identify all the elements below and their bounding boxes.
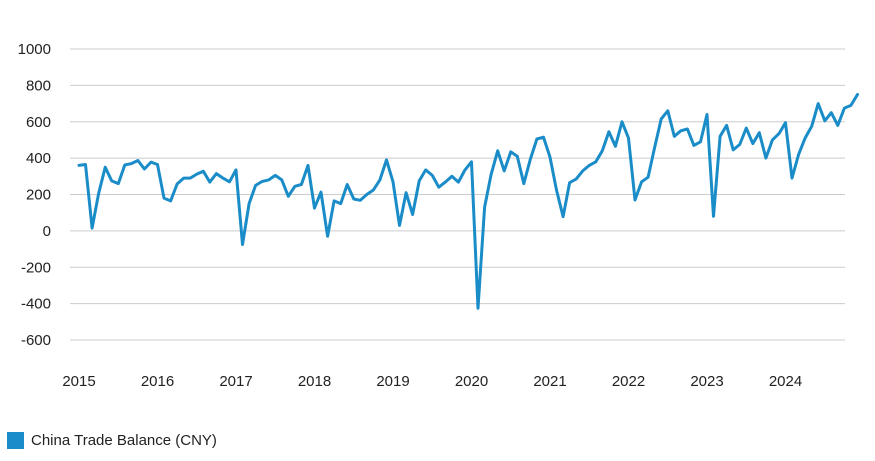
y-tick-label: 0 (43, 223, 51, 240)
x-tick-label: 2018 (298, 373, 331, 390)
y-tick-label: 200 (26, 187, 51, 204)
x-tick-label: 2022 (612, 373, 645, 390)
legend-swatch (7, 432, 24, 449)
x-tick-label: 2017 (219, 373, 252, 390)
y-tick-label: -200 (21, 259, 51, 276)
x-axis-labels: 2015 2016 2017 2018 2019 2020 2021 2022 2023 2024 (62, 373, 802, 390)
y-tick-label: 400 (26, 150, 51, 167)
x-tick-label: 2020 (455, 373, 488, 390)
y-tick-label: -600 (21, 332, 51, 349)
x-tick-label: 2021 (533, 373, 566, 390)
x-tick-label: 2019 (376, 373, 409, 390)
x-tick-label: 2015 (62, 373, 95, 390)
gridlines (70, 48, 845, 341)
x-tick-label: 2023 (690, 373, 723, 390)
x-tick-label: 2024 (769, 373, 802, 390)
y-tick-label: -400 (21, 296, 51, 313)
y-tick-label: 800 (26, 77, 51, 94)
legend-label: China Trade Balance (CNY) (31, 432, 217, 449)
x-tick-label: 2016 (141, 373, 174, 390)
y-tick-label: 1000 (18, 41, 51, 58)
y-axis-labels: 1000 800 600 400 200 0 -200 -400 -600 (18, 41, 51, 349)
legend: China Trade Balance (CNY) (7, 432, 217, 449)
y-tick-label: 600 (26, 114, 51, 131)
series-line-china-trade-balance (77, 93, 859, 310)
